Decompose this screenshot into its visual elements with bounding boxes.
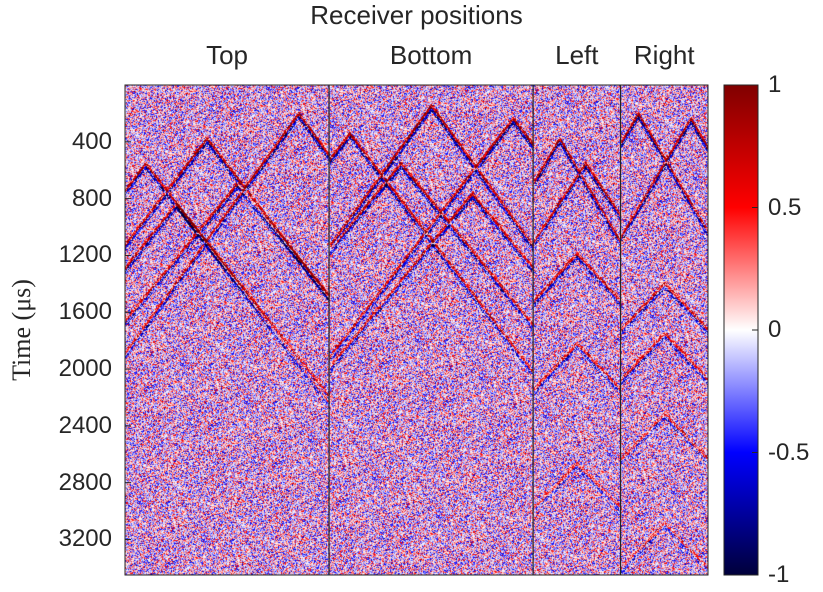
colorbar-tick-label: 0 [768,316,782,343]
y-axis-label: Time (μs) [7,279,36,381]
colorbar-tick-label: 1 [768,71,782,98]
plot-frame [124,84,709,576]
y-tick-label: 2000 [58,355,112,383]
section-label-bottom: Bottom [389,40,473,70]
section-label-top: Top [206,40,248,70]
section-label-right: Right [633,40,695,70]
y-tick-label: 1600 [58,298,112,326]
colorbar-tick-marks [752,84,758,576]
section-dividers [328,85,622,575]
y-tick-marks [125,141,131,540]
y-tick-label: 2800 [58,468,112,496]
y-tick-label: 2400 [58,411,112,439]
y-tick-label: 1200 [58,241,112,269]
colorbar-tick-label: 0.5 [768,193,802,221]
colorbar-tick-label: -0.5 [768,438,810,466]
y-tick-label: 400 [71,127,112,155]
section-label-left: Left [555,40,599,70]
y-tick-label: 3200 [58,525,112,553]
y-tick-label: 800 [71,184,112,212]
colorbar-tick-label: -1 [768,561,790,588]
heatmap-canvas [125,85,708,575]
chart-title: Receiver positions [310,0,523,30]
